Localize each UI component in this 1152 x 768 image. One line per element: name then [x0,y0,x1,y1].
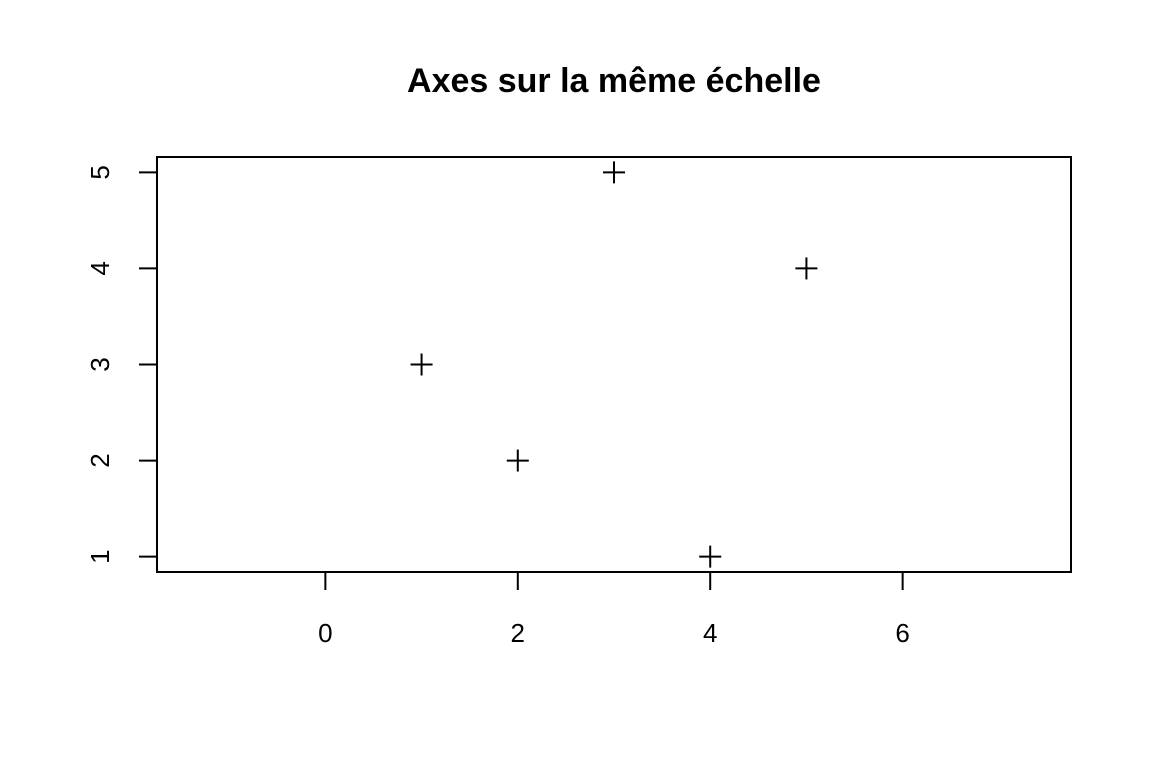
chart-title: Axes sur la même échelle [407,62,821,100]
data-point [506,449,529,472]
data-point [603,161,625,184]
x-tick-label: 0 [318,618,332,648]
data-point [795,257,818,280]
y-tick-label: 3 [85,357,115,371]
y-tick-label: 4 [85,261,115,275]
x-axis: 0 2 4 6 [318,571,910,648]
data-point [410,353,433,376]
x-tick-label: 6 [895,618,909,648]
y-tick-label: 2 [85,453,115,467]
x-tick-label: 2 [511,618,525,648]
y-tick-label: 1 [85,549,115,563]
y-axis: 1 2 3 4 5 [85,165,158,564]
x-tick-label: 4 [703,618,717,648]
y-tick-label: 5 [85,165,115,179]
plot-area-border [156,156,1072,573]
data-points [410,161,818,568]
data-point [699,545,722,568]
